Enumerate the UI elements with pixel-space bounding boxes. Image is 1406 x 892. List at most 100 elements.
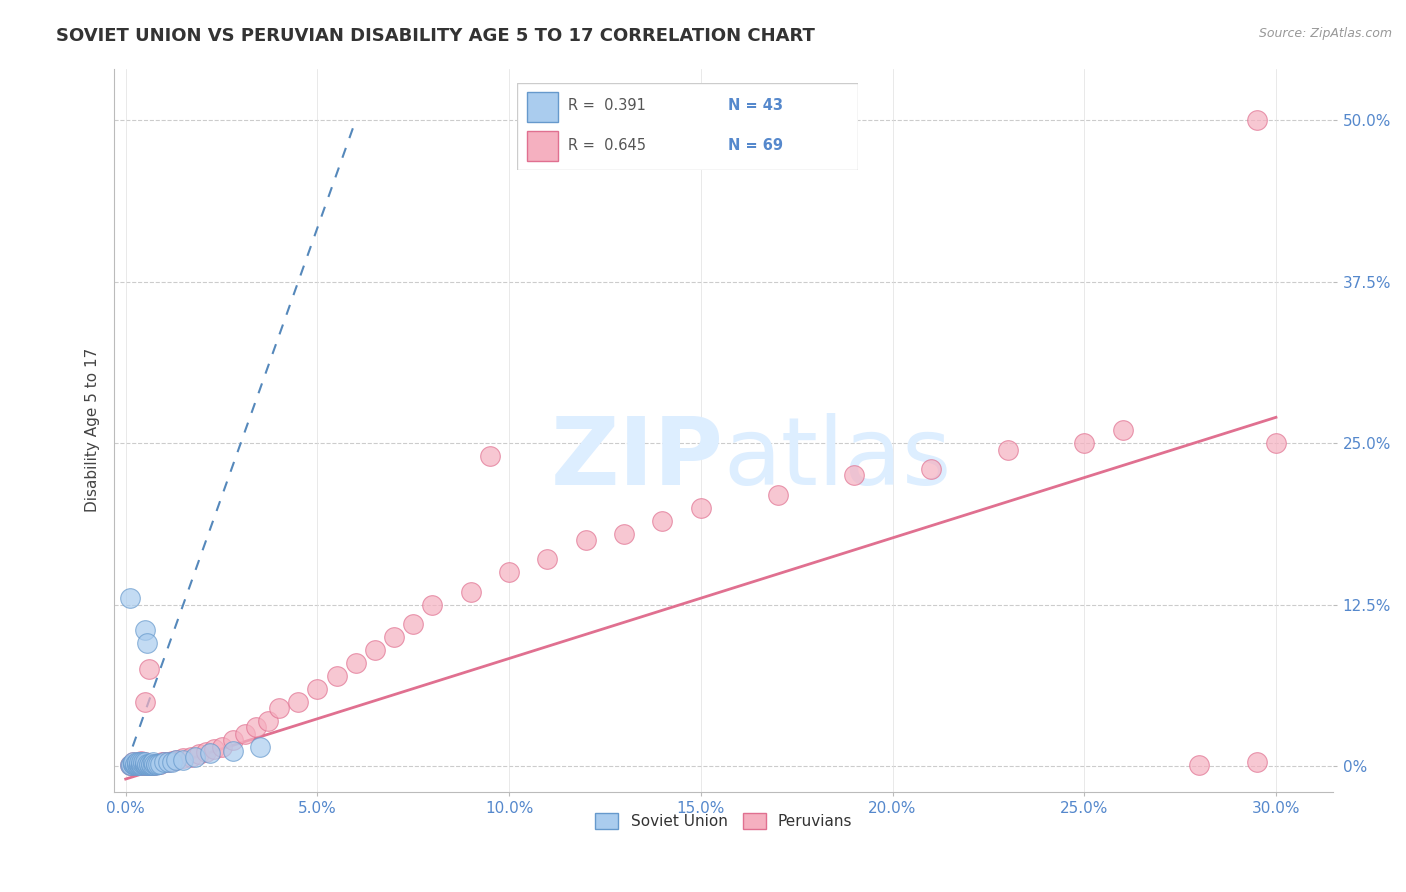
Point bbox=[222, 733, 245, 747]
Point bbox=[139, 757, 162, 772]
Point bbox=[325, 669, 347, 683]
Point bbox=[149, 756, 172, 771]
Point bbox=[141, 756, 163, 771]
Point bbox=[245, 720, 267, 734]
Point bbox=[127, 757, 149, 772]
Point bbox=[145, 756, 167, 771]
Point bbox=[382, 630, 405, 644]
Point bbox=[138, 757, 160, 772]
Point bbox=[198, 746, 221, 760]
Point bbox=[120, 757, 142, 772]
Point bbox=[145, 757, 167, 772]
Point bbox=[138, 757, 160, 772]
Point bbox=[129, 756, 152, 771]
Point bbox=[1111, 423, 1133, 437]
Point bbox=[141, 756, 163, 770]
Point bbox=[138, 756, 160, 771]
Point bbox=[118, 757, 141, 772]
Point bbox=[307, 681, 329, 696]
Point bbox=[160, 756, 183, 770]
Point bbox=[118, 591, 141, 606]
Point bbox=[256, 714, 278, 728]
Point bbox=[1246, 113, 1268, 128]
Point bbox=[651, 514, 673, 528]
Point bbox=[172, 753, 194, 767]
Point bbox=[134, 756, 156, 770]
Text: atlas: atlas bbox=[724, 413, 952, 505]
Point bbox=[135, 757, 157, 772]
Point bbox=[138, 756, 160, 771]
Point bbox=[134, 757, 156, 772]
Point bbox=[128, 756, 150, 770]
Point bbox=[1265, 436, 1288, 450]
Point bbox=[132, 757, 155, 772]
Point bbox=[122, 756, 145, 770]
Point bbox=[148, 756, 170, 771]
Text: SOVIET UNION VS PERUVIAN DISABILITY AGE 5 TO 17 CORRELATION CHART: SOVIET UNION VS PERUVIAN DISABILITY AGE … bbox=[56, 27, 815, 45]
Point bbox=[165, 753, 187, 767]
Point bbox=[156, 756, 179, 770]
Y-axis label: Disability Age 5 to 17: Disability Age 5 to 17 bbox=[86, 348, 100, 512]
Text: Source: ZipAtlas.com: Source: ZipAtlas.com bbox=[1258, 27, 1392, 40]
Point bbox=[145, 756, 167, 771]
Point bbox=[122, 756, 145, 771]
Point bbox=[422, 598, 444, 612]
Point bbox=[135, 757, 157, 772]
Point bbox=[132, 756, 155, 771]
Point bbox=[153, 756, 176, 770]
Point bbox=[122, 757, 145, 772]
Point bbox=[139, 757, 162, 772]
Point bbox=[122, 756, 145, 771]
Point bbox=[129, 754, 152, 768]
Point bbox=[344, 656, 367, 670]
Point bbox=[180, 750, 202, 764]
Point bbox=[689, 500, 711, 515]
Point bbox=[202, 742, 225, 756]
Point bbox=[150, 756, 173, 770]
Point bbox=[128, 757, 150, 772]
Point bbox=[129, 757, 152, 772]
Point bbox=[1246, 756, 1268, 770]
Point bbox=[149, 756, 172, 771]
Legend: Soviet Union, Peruvians: Soviet Union, Peruvians bbox=[589, 806, 859, 835]
Point bbox=[134, 624, 156, 638]
Point bbox=[460, 584, 482, 599]
Point bbox=[364, 643, 387, 657]
Point bbox=[575, 533, 598, 547]
Point bbox=[148, 756, 170, 771]
Text: ZIP: ZIP bbox=[551, 413, 724, 505]
Point bbox=[222, 744, 245, 758]
Point bbox=[134, 757, 156, 772]
Point bbox=[134, 694, 156, 708]
Point bbox=[143, 756, 166, 771]
Point bbox=[127, 756, 149, 771]
Point bbox=[124, 757, 146, 772]
Point bbox=[536, 552, 558, 566]
Point bbox=[267, 701, 290, 715]
Point bbox=[997, 442, 1019, 457]
Point bbox=[118, 757, 141, 772]
Point bbox=[128, 756, 150, 771]
Point bbox=[127, 757, 149, 772]
Point bbox=[127, 756, 149, 770]
Point bbox=[402, 617, 425, 632]
Point bbox=[478, 449, 501, 463]
Point bbox=[172, 751, 194, 765]
Point bbox=[165, 753, 187, 767]
Point bbox=[844, 468, 866, 483]
Point bbox=[127, 756, 149, 771]
Point bbox=[122, 756, 145, 770]
Point bbox=[141, 757, 163, 772]
Point bbox=[128, 757, 150, 772]
Point bbox=[134, 756, 156, 771]
Point bbox=[141, 757, 163, 772]
Point bbox=[160, 754, 183, 768]
Point bbox=[124, 757, 146, 772]
Point bbox=[613, 526, 636, 541]
Point bbox=[129, 756, 152, 770]
Point bbox=[183, 750, 205, 764]
Point bbox=[187, 747, 209, 762]
Point bbox=[156, 756, 179, 770]
Point bbox=[124, 756, 146, 771]
Point bbox=[135, 756, 157, 771]
